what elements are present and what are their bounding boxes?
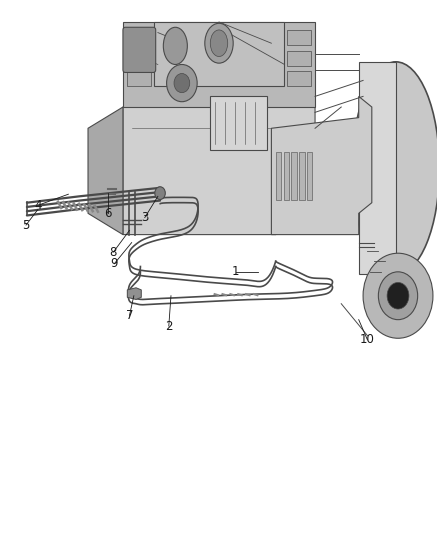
Ellipse shape bbox=[378, 272, 418, 320]
Bar bbox=[210, 96, 267, 150]
Polygon shape bbox=[88, 107, 123, 235]
Bar bbox=[276, 152, 281, 200]
Circle shape bbox=[155, 187, 165, 199]
FancyBboxPatch shape bbox=[123, 27, 155, 72]
Text: 8: 8 bbox=[110, 246, 117, 259]
Polygon shape bbox=[127, 288, 141, 300]
Circle shape bbox=[387, 282, 409, 309]
Text: 4: 4 bbox=[34, 199, 42, 212]
Bar bbox=[127, 71, 151, 86]
Text: 10: 10 bbox=[360, 333, 375, 346]
Bar bbox=[287, 71, 311, 86]
Bar bbox=[307, 152, 312, 200]
Text: 7: 7 bbox=[126, 309, 133, 322]
Polygon shape bbox=[153, 22, 285, 86]
Bar bbox=[299, 152, 304, 200]
Polygon shape bbox=[359, 62, 396, 274]
Circle shape bbox=[174, 74, 190, 93]
Bar bbox=[287, 51, 311, 66]
Ellipse shape bbox=[163, 27, 187, 64]
Circle shape bbox=[166, 64, 197, 102]
Polygon shape bbox=[123, 107, 315, 235]
Ellipse shape bbox=[205, 23, 233, 63]
Text: 9: 9 bbox=[110, 257, 118, 270]
Text: 3: 3 bbox=[141, 211, 148, 224]
Polygon shape bbox=[272, 96, 372, 235]
Bar bbox=[127, 30, 151, 45]
Text: 2: 2 bbox=[165, 320, 173, 333]
Text: 1: 1 bbox=[232, 265, 239, 278]
Bar bbox=[284, 152, 289, 200]
Bar bbox=[287, 30, 311, 45]
Ellipse shape bbox=[210, 30, 228, 56]
Bar bbox=[291, 152, 297, 200]
Polygon shape bbox=[123, 22, 315, 107]
Bar bbox=[127, 51, 151, 66]
Text: 5: 5 bbox=[22, 219, 30, 231]
Ellipse shape bbox=[363, 253, 433, 338]
Text: 6: 6 bbox=[104, 207, 111, 220]
Ellipse shape bbox=[352, 62, 438, 274]
